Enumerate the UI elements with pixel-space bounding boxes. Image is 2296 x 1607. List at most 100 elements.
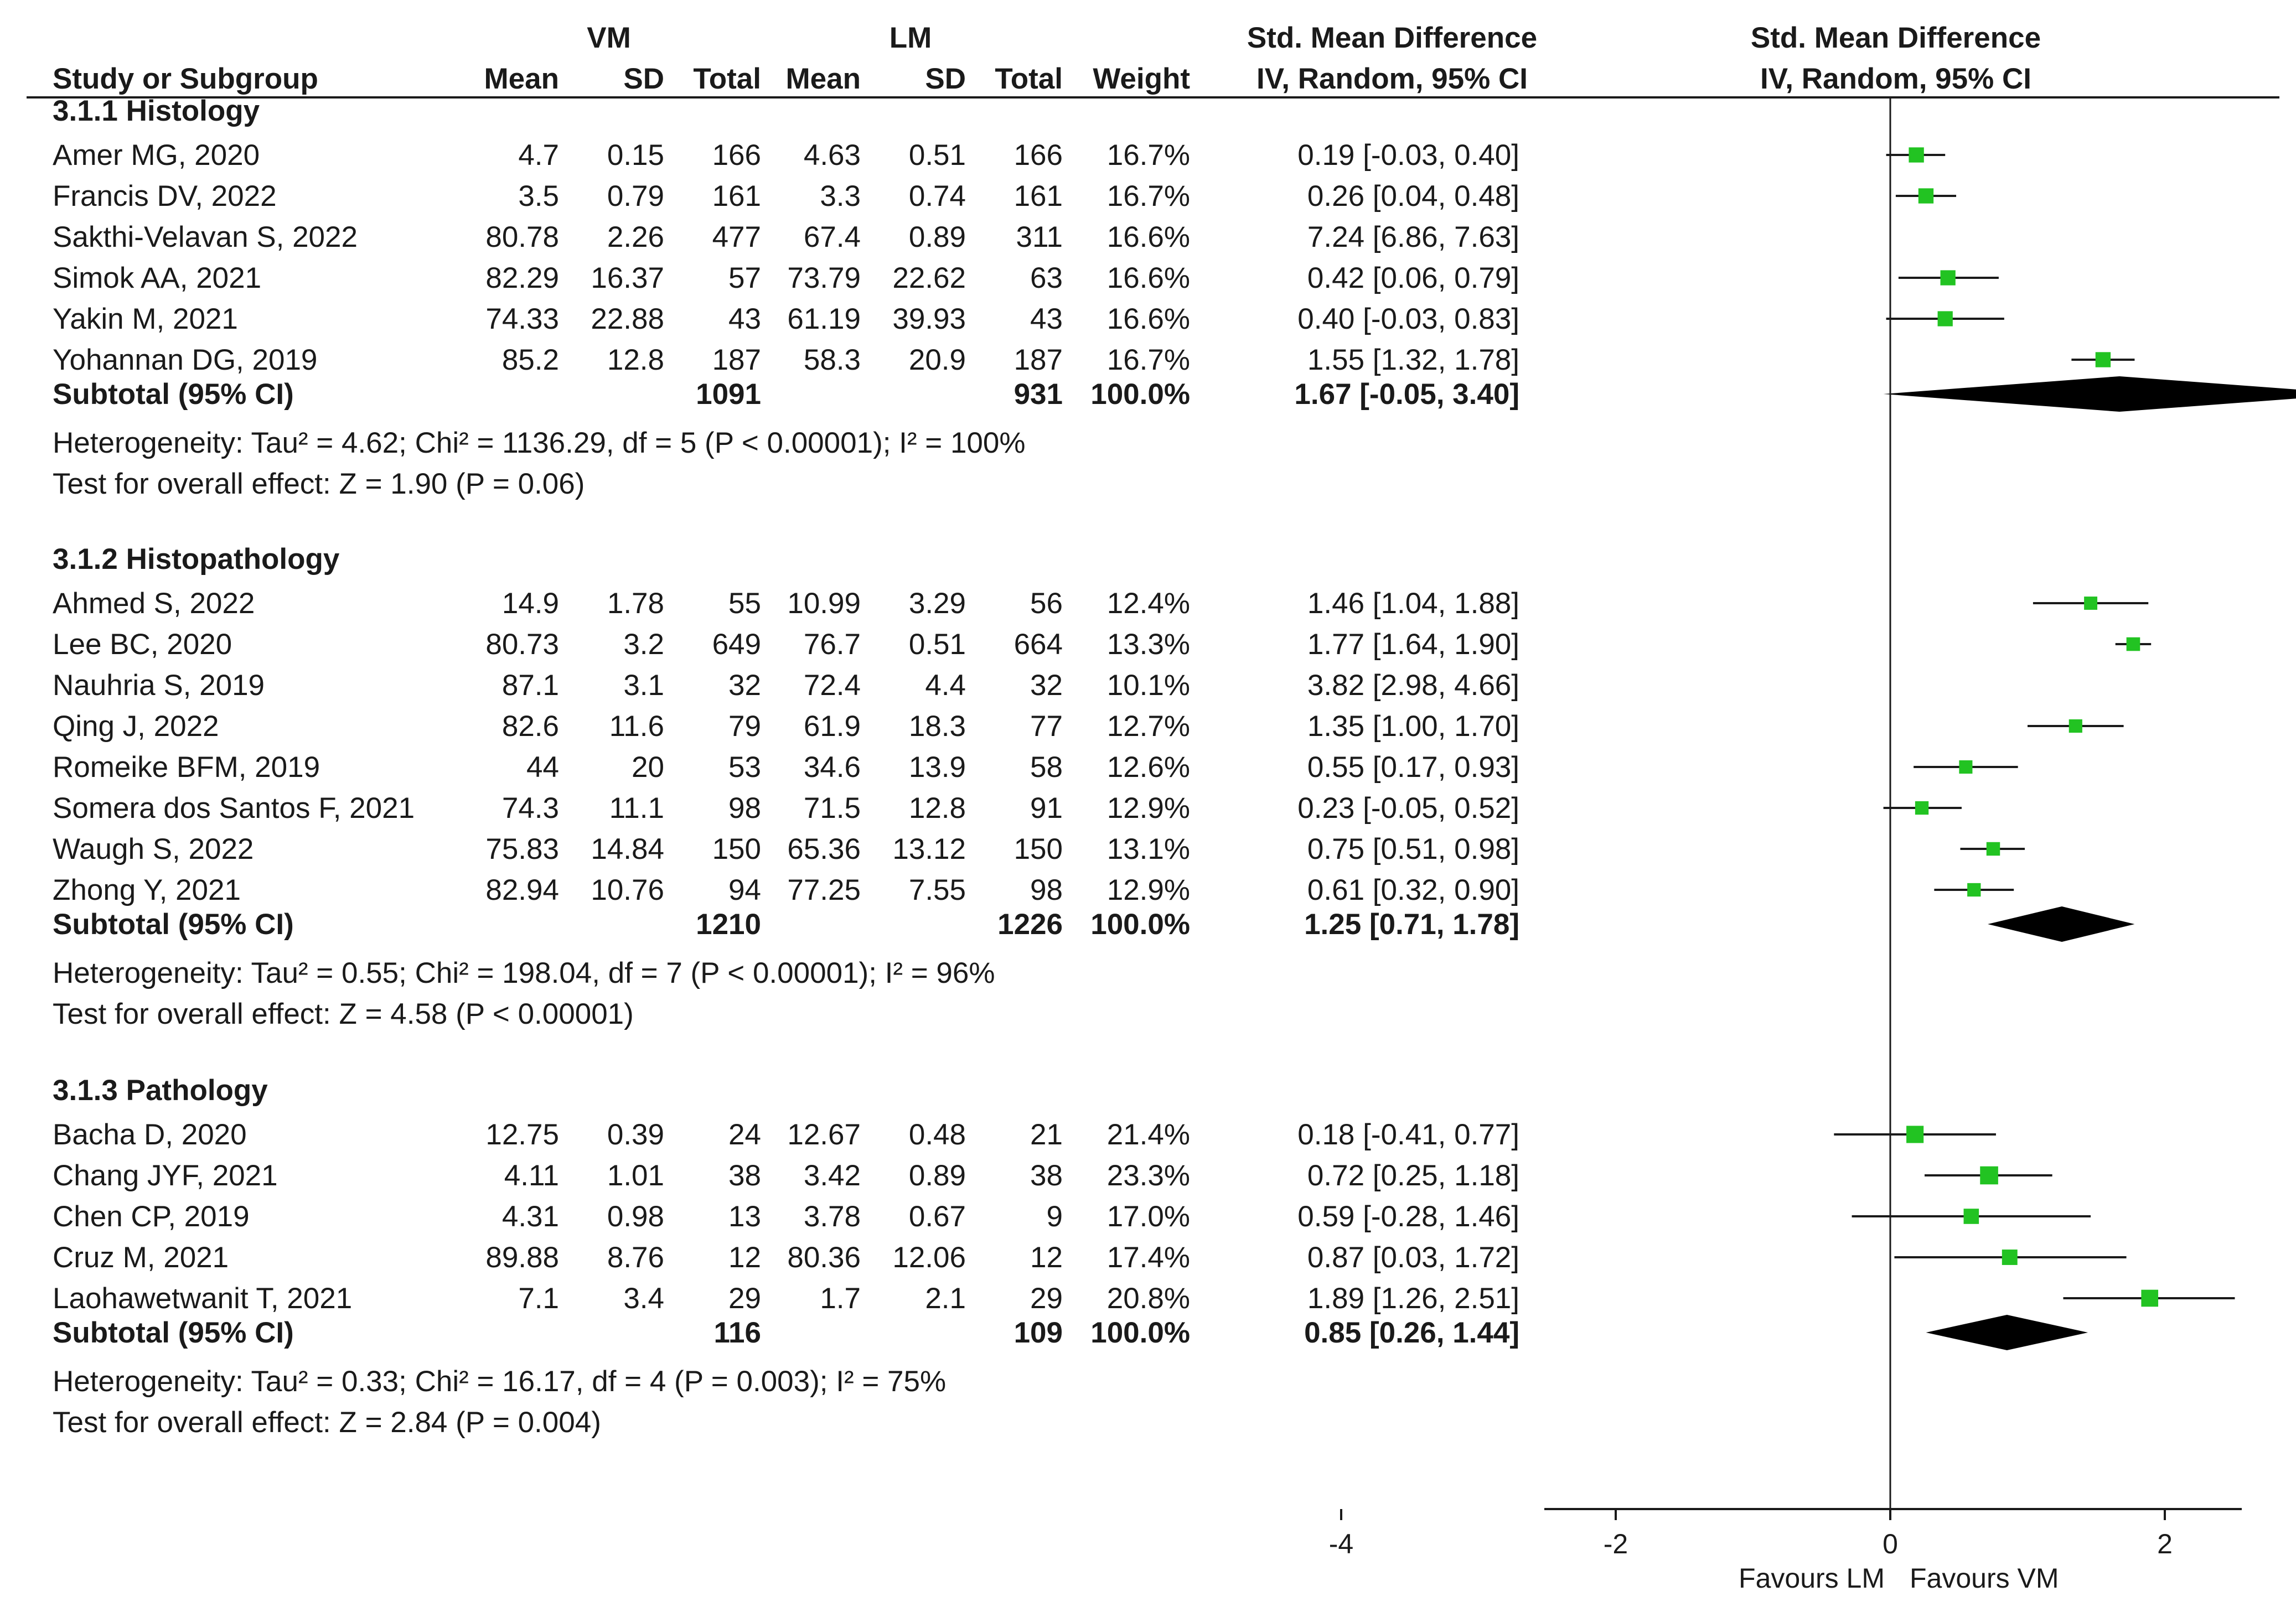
table-row: Francis DV, 2022 3.5 0.79 161 3.3 0.74 161 16.7… bbox=[53, 180, 1519, 212]
lm-mean: 3.3 bbox=[820, 180, 861, 212]
vm-total: 29 bbox=[728, 1282, 761, 1315]
vm-total: 57 bbox=[728, 262, 761, 294]
lm-mean: 1.7 bbox=[820, 1282, 861, 1315]
lm-mean: 76.7 bbox=[804, 628, 861, 661]
subgroup-title: 3.1.3 Pathology bbox=[53, 1074, 268, 1107]
weight-subtotal: 100.0% bbox=[1090, 1316, 1190, 1349]
subtotal-row: Subtotal (95% CI) 116 109 100.0% 0.85 [0.26,… bbox=[53, 1316, 1519, 1349]
vm-mean: 44 bbox=[526, 751, 559, 784]
vm-mean: 82.94 bbox=[485, 874, 559, 906]
point-estimate bbox=[1906, 1126, 1924, 1143]
point-estimate bbox=[2069, 719, 2082, 733]
vm-total: 649 bbox=[712, 628, 761, 661]
vm-mean: 89.88 bbox=[485, 1241, 559, 1274]
weight: 16.7% bbox=[1107, 139, 1190, 172]
vm-total: 38 bbox=[728, 1159, 761, 1192]
vm-mean: 82.6 bbox=[502, 710, 559, 743]
subtotal-label: Subtotal (95% CI) bbox=[53, 1316, 294, 1349]
lm-sd: 20.9 bbox=[909, 344, 966, 376]
lm-total: 161 bbox=[1014, 180, 1063, 212]
smd-ci: 0.55 [0.17, 0.93] bbox=[1307, 751, 1519, 784]
lm-mean: 3.42 bbox=[804, 1159, 861, 1192]
lm-sd: 0.67 bbox=[909, 1200, 966, 1233]
point-estimate bbox=[1937, 311, 1953, 326]
table-row: Nauhria S, 2019 87.1 3.1 32 72.4 4.4 32 10.1% 3.… bbox=[53, 669, 1519, 702]
vm-sd: 10.76 bbox=[591, 874, 664, 906]
lm-mean: 58.3 bbox=[804, 344, 861, 376]
table-row: Yohannan DG, 2019 85.2 12.8 187 58.3 20.9 187 1… bbox=[53, 344, 1519, 376]
lm-total: 38 bbox=[1030, 1159, 1063, 1192]
vm-mean: 12.75 bbox=[485, 1118, 559, 1151]
subtotal-ci: 1.67 [-0.05, 3.40] bbox=[1294, 378, 1519, 411]
vm-total: 94 bbox=[728, 874, 761, 906]
vm-mean: 7.1 bbox=[518, 1282, 559, 1315]
x-tick-label: 2 bbox=[2157, 1528, 2173, 1559]
vm-total: 166 bbox=[712, 139, 761, 172]
vm-total: 24 bbox=[728, 1118, 761, 1151]
subgroup: 3.1.3 Pathology Bacha D, 2020 12.75 0.39 24 1… bbox=[53, 1074, 1519, 1439]
point-estimate bbox=[1959, 760, 1973, 774]
vm-subtotal: 1210 bbox=[696, 908, 761, 941]
table-row: Cruz M, 2021 89.88 8.76 12 80.36 12.06 12 17.4%… bbox=[53, 1241, 1519, 1274]
vm-sd: 12.8 bbox=[607, 344, 664, 376]
point-estimate bbox=[1967, 883, 1981, 897]
lm-sd: 18.3 bbox=[909, 710, 966, 743]
subtotal-label: Subtotal (95% CI) bbox=[53, 908, 294, 941]
smd-ci: 0.72 [0.25, 1.18] bbox=[1307, 1159, 1519, 1192]
subgroup-title: 3.1.2 Histopathology bbox=[53, 543, 340, 576]
smd-ci: 1.55 [1.32, 1.78] bbox=[1307, 344, 1519, 376]
study-name: Yohannan DG, 2019 bbox=[53, 344, 317, 376]
subtotal-diamond bbox=[1988, 906, 2135, 942]
lm-total: 32 bbox=[1030, 669, 1063, 702]
vm-mean: 14.9 bbox=[502, 587, 559, 620]
x-tick-label: -4 bbox=[1329, 1528, 1353, 1559]
table-row: Ahmed S, 2022 14.9 1.78 55 10.99 3.29 56 12.4% 1… bbox=[53, 587, 1519, 620]
point-estimate bbox=[1915, 801, 1929, 815]
vm-sd: 0.15 bbox=[607, 139, 664, 172]
table-row: Lee BC, 2020 80.73 3.2 649 76.7 0.51 664 13.3% 1… bbox=[53, 628, 1519, 661]
lm-total: 166 bbox=[1014, 139, 1063, 172]
overall-effect-text: Test for overall effect: Z = 1.90 (P = 0… bbox=[53, 468, 585, 500]
lm-sd: 0.48 bbox=[909, 1118, 966, 1151]
study-name: Yakin M, 2021 bbox=[53, 303, 238, 335]
smd-ci: 1.46 [1.04, 1.88] bbox=[1307, 587, 1519, 620]
lm-total: 150 bbox=[1014, 833, 1063, 865]
study-name: Lee BC, 2020 bbox=[53, 628, 232, 661]
study-column-header: Study or Subgroup bbox=[53, 63, 318, 95]
point-estimate bbox=[1963, 1209, 1979, 1224]
lm-total: 311 bbox=[1016, 221, 1063, 253]
study-name: Zhong Y, 2021 bbox=[53, 874, 241, 906]
table-row: Qing J, 2022 82.6 11.6 79 61.9 18.3 77 12.7% 1.3… bbox=[53, 710, 1519, 743]
point-estimate bbox=[1980, 1166, 1998, 1185]
point-estimate bbox=[2002, 1250, 2018, 1265]
overall-effect-text: Test for overall effect: Z = 2.84 (P = 0… bbox=[53, 1406, 601, 1439]
point-estimate bbox=[1909, 147, 1924, 163]
table-row: Romeike BFM, 2019 44 20 53 34.6 13.9 58 12.6% 0.… bbox=[53, 751, 1519, 784]
weight: 17.0% bbox=[1107, 1200, 1190, 1233]
lm-mean: 71.5 bbox=[804, 792, 861, 825]
vm-sd: 22.88 bbox=[591, 303, 664, 335]
vm-sd: 3.1 bbox=[623, 669, 664, 702]
smd-ci: 0.19 [-0.03, 0.40] bbox=[1297, 139, 1519, 172]
smd-ci: 0.42 [0.06, 0.79] bbox=[1307, 262, 1519, 294]
table-row: Somera dos Santos F, 2021 74.3 11.1 98 71.5 1… bbox=[53, 792, 1519, 825]
group2-header: LM bbox=[890, 22, 932, 54]
lm-total: 63 bbox=[1030, 262, 1063, 294]
lm-subtotal: 109 bbox=[1014, 1316, 1063, 1349]
vm-mean: 87.1 bbox=[502, 669, 559, 702]
group1-header: VM bbox=[587, 22, 631, 54]
lm-subtotal: 1226 bbox=[997, 908, 1063, 941]
weight: 12.7% bbox=[1107, 710, 1190, 743]
weight: 23.3% bbox=[1107, 1159, 1190, 1192]
subtotal-diamond bbox=[1926, 1315, 2088, 1350]
lm-total: 29 bbox=[1030, 1282, 1063, 1315]
vm-total: 150 bbox=[712, 833, 761, 865]
vm-total: 13 bbox=[728, 1200, 761, 1233]
vm-sd: 0.79 bbox=[607, 180, 664, 212]
weight-subtotal: 100.0% bbox=[1090, 908, 1190, 941]
weight-subtotal: 100.0% bbox=[1090, 378, 1190, 411]
lm-sd: 2.1 bbox=[925, 1282, 966, 1315]
point-estimate bbox=[1986, 842, 2000, 856]
vm-total: 12 bbox=[728, 1241, 761, 1274]
